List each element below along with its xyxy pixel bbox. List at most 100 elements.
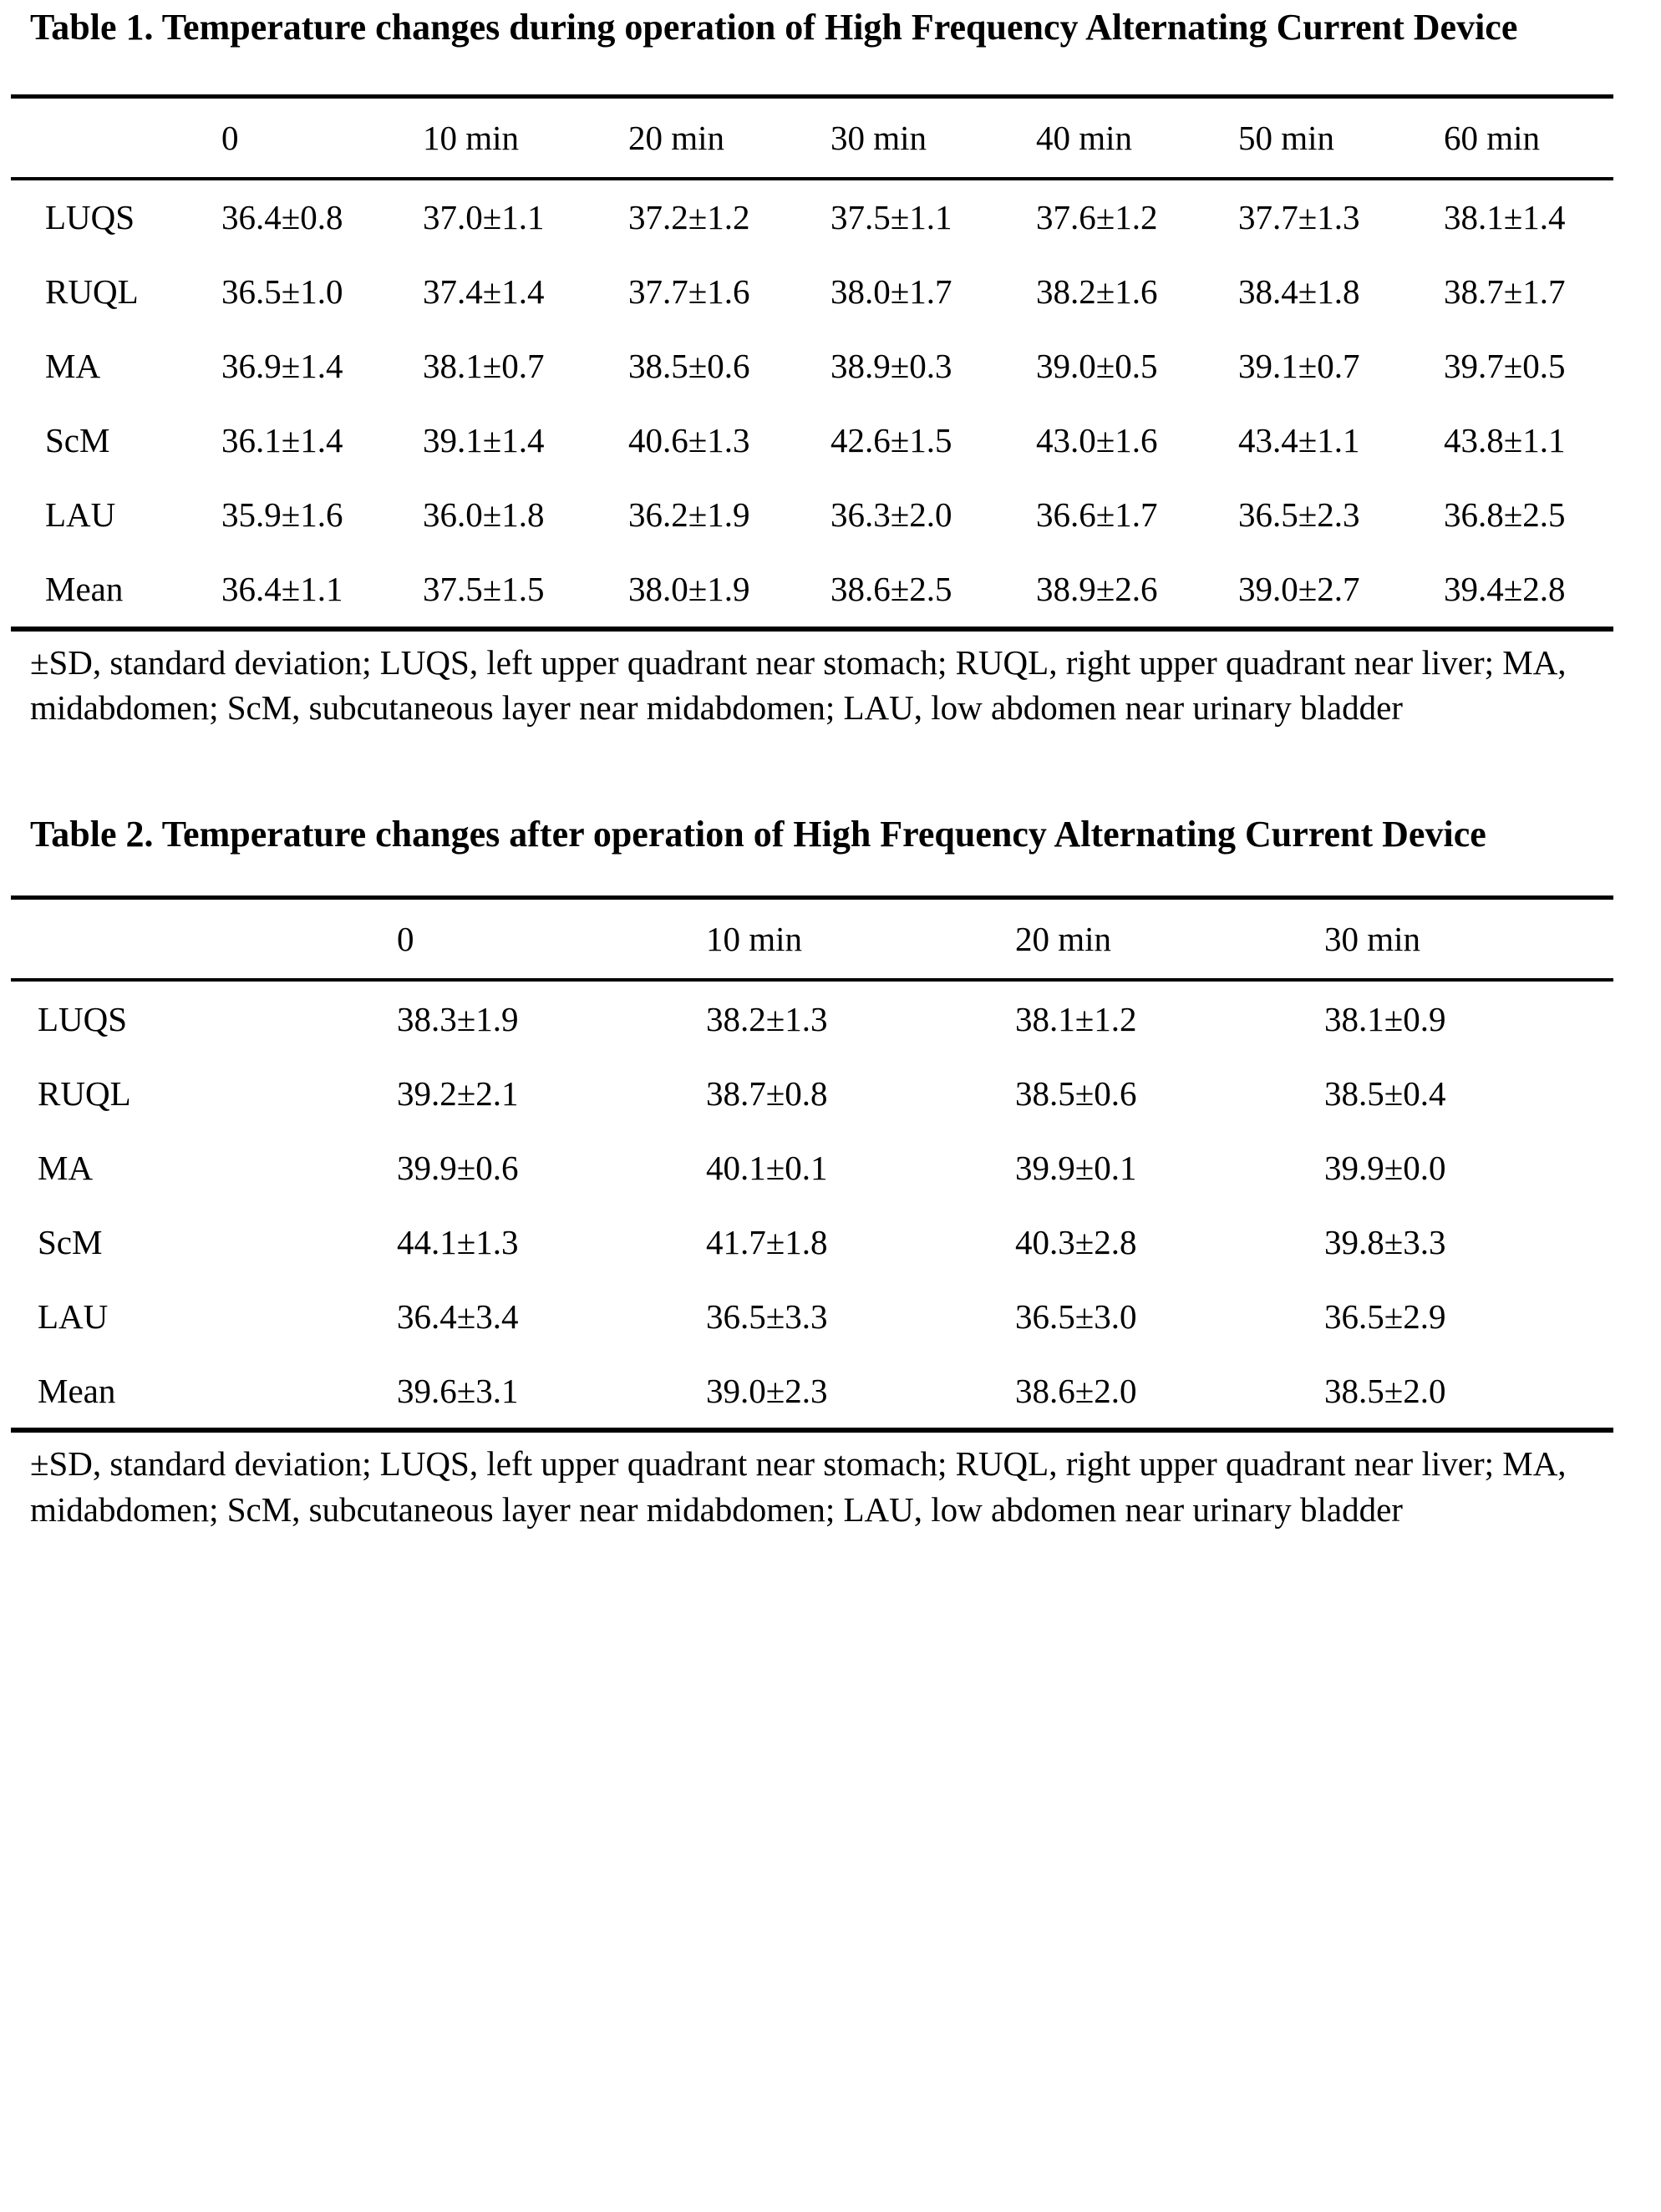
table-row: MA 39.9±0.6 40.1±0.1 39.9±0.1 39.9±0.0 xyxy=(11,1130,1613,1205)
column-header: 20 min xyxy=(1015,895,1324,982)
table-cell: 36.9±1.4 xyxy=(221,347,343,386)
table-cell: 38.6±2.0 xyxy=(1015,1353,1324,1433)
table-row: Mean 36.4±1.1 37.5±1.5 38.0±1.9 38.6±2.5… xyxy=(11,551,1613,632)
table-cell: 40.3±2.8 xyxy=(1015,1222,1137,1261)
table-cell: 38.3±1.9 xyxy=(397,999,519,1038)
column-header: 0 xyxy=(397,895,706,982)
table-row: RUQL 39.2±2.1 38.7±0.8 38.5±0.6 38.5±0.4 xyxy=(11,1056,1613,1130)
table-row: RUQL 36.5±1.0 37.4±1.4 37.7±1.6 38.0±1.7… xyxy=(11,255,1613,329)
column-header: 60 min xyxy=(1444,94,1613,180)
table-row: LAU 36.4±3.4 36.5±3.3 36.5±3.0 36.5±2.9 xyxy=(11,1279,1613,1353)
column-header: 0 xyxy=(221,94,423,180)
table-cell: 37.6±1.2 xyxy=(1036,198,1158,237)
table-cell: 38.5±2.0 xyxy=(1324,1353,1613,1433)
table-cell: 36.2±1.9 xyxy=(628,495,750,535)
table2-after-operation: 0 10 min 20 min 30 min LUQS 38.3±1.9 38.… xyxy=(11,895,1613,1433)
table-cell: 37.7±1.3 xyxy=(1238,198,1360,237)
table-cell: 38.6±2.5 xyxy=(830,551,1036,632)
table-cell: 38.7±1.7 xyxy=(1444,272,1566,312)
table-cell: 35.9±1.6 xyxy=(221,495,343,535)
table-cell: 38.0±1.9 xyxy=(628,551,830,632)
table-cell: 43.0±1.6 xyxy=(1036,421,1158,460)
table2-title: Table 2. Temperature changes after opera… xyxy=(30,813,1486,855)
table-cell: 39.8±3.3 xyxy=(1324,1222,1446,1261)
table-cell: 36.0±1.8 xyxy=(423,495,545,535)
table-cell: 36.8±2.5 xyxy=(1444,495,1566,535)
row-label: LAU xyxy=(38,1296,109,1336)
table-cell: 39.0±0.5 xyxy=(1036,347,1158,386)
table-cell: 36.4±0.8 xyxy=(221,198,343,237)
row-label: MA xyxy=(45,347,101,386)
column-header: 20 min xyxy=(628,94,830,180)
column-header xyxy=(11,94,221,180)
table-cell: 43.4±1.1 xyxy=(1238,421,1360,460)
table-cell: 39.1±1.4 xyxy=(423,421,545,460)
column-header: 10 min xyxy=(706,895,1015,982)
table2-footnote: ±SD, standard deviation; LUQS, left uppe… xyxy=(30,1444,1567,1529)
table-row: Mean 39.6±3.1 39.0±2.3 38.6±2.0 38.5±2.0 xyxy=(11,1353,1613,1433)
table-cell: 39.0±2.3 xyxy=(706,1353,1015,1433)
table-cell: 36.5±2.9 xyxy=(1324,1296,1446,1336)
column-header: 50 min xyxy=(1238,94,1444,180)
table1-header-row: 0 10 min 20 min 30 min 40 min 50 min 60 … xyxy=(11,94,1613,180)
table-cell: 38.9±2.6 xyxy=(1036,551,1238,632)
table-cell: 41.7±1.8 xyxy=(706,1222,828,1261)
table-cell: 39.0±2.7 xyxy=(1238,551,1444,632)
table-cell: 36.5±1.0 xyxy=(221,272,343,312)
table-cell: 38.2±1.6 xyxy=(1036,272,1158,312)
table-cell: 38.1±0.9 xyxy=(1324,999,1446,1038)
row-label: ScM xyxy=(38,1222,103,1261)
table-cell: 39.4±2.8 xyxy=(1444,551,1613,632)
table-cell: 37.0±1.1 xyxy=(423,198,545,237)
table-cell: 36.5±3.0 xyxy=(1015,1296,1137,1336)
table-cell: 38.5±0.6 xyxy=(628,347,750,386)
row-label: RUQL xyxy=(45,272,139,312)
row-label: Mean xyxy=(11,1353,397,1433)
column-header: 40 min xyxy=(1036,94,1238,180)
table-cell: 38.1±0.7 xyxy=(423,347,545,386)
column-header: 30 min xyxy=(830,94,1036,180)
table-cell: 39.9±0.0 xyxy=(1324,1148,1446,1187)
table-cell: 36.4±3.4 xyxy=(397,1296,519,1336)
table-cell: 40.6±1.3 xyxy=(628,421,750,460)
table-cell: 36.3±2.0 xyxy=(830,495,952,535)
table-cell: 43.8±1.1 xyxy=(1444,421,1566,460)
table-cell: 39.9±0.6 xyxy=(397,1148,519,1187)
table-row: LAU 35.9±1.6 36.0±1.8 36.2±1.9 36.3±2.0 … xyxy=(11,478,1613,552)
row-label: LUQS xyxy=(45,198,135,237)
table1-during-operation: 0 10 min 20 min 30 min 40 min 50 min 60 … xyxy=(11,94,1613,632)
table-cell: 38.4±1.8 xyxy=(1238,272,1360,312)
table-cell: 39.1±0.7 xyxy=(1238,347,1360,386)
table-cell: 36.5±3.3 xyxy=(706,1296,828,1336)
table-cell: 38.5±0.6 xyxy=(1015,1073,1137,1113)
row-label: Mean xyxy=(11,551,221,632)
table-cell: 36.4±1.1 xyxy=(221,551,423,632)
table-cell: 39.7±0.5 xyxy=(1444,347,1566,386)
table-cell: 40.1±0.1 xyxy=(706,1148,828,1187)
table-cell: 42.6±1.5 xyxy=(830,421,952,460)
row-label: RUQL xyxy=(38,1073,131,1113)
table-cell: 38.2±1.3 xyxy=(706,999,828,1038)
table-cell: 37.5±1.5 xyxy=(423,551,628,632)
table-cell: 37.5±1.1 xyxy=(830,198,952,237)
column-header xyxy=(11,895,397,982)
row-label: MA xyxy=(38,1148,94,1187)
column-header: 30 min xyxy=(1324,895,1613,982)
table-cell: 38.5±0.4 xyxy=(1324,1073,1446,1113)
table2-header-row: 0 10 min 20 min 30 min xyxy=(11,895,1613,982)
table-cell: 39.2±2.1 xyxy=(397,1073,519,1113)
table-row: ScM 44.1±1.3 41.7±1.8 40.3±2.8 39.8±3.3 xyxy=(11,1205,1613,1279)
table-cell: 39.9±0.1 xyxy=(1015,1148,1137,1187)
table-cell: 37.2±1.2 xyxy=(628,198,750,237)
table1-footnote: ±SD, standard deviation; LUQS, left uppe… xyxy=(30,642,1567,727)
table-cell: 38.0±1.7 xyxy=(830,272,952,312)
table-cell: 36.1±1.4 xyxy=(221,421,343,460)
table-row: LUQS 38.3±1.9 38.2±1.3 38.1±1.2 38.1±0.9 xyxy=(11,980,1613,1056)
table-cell: 38.1±1.2 xyxy=(1015,999,1137,1038)
table-row: MA 36.9±1.4 38.1±0.7 38.5±0.6 38.9±0.3 3… xyxy=(11,329,1613,403)
table-cell: 36.5±2.3 xyxy=(1238,495,1360,535)
table-cell: 36.6±1.7 xyxy=(1036,495,1158,535)
table-cell: 38.1±1.4 xyxy=(1444,198,1566,237)
table-cell: 44.1±1.3 xyxy=(397,1222,519,1261)
